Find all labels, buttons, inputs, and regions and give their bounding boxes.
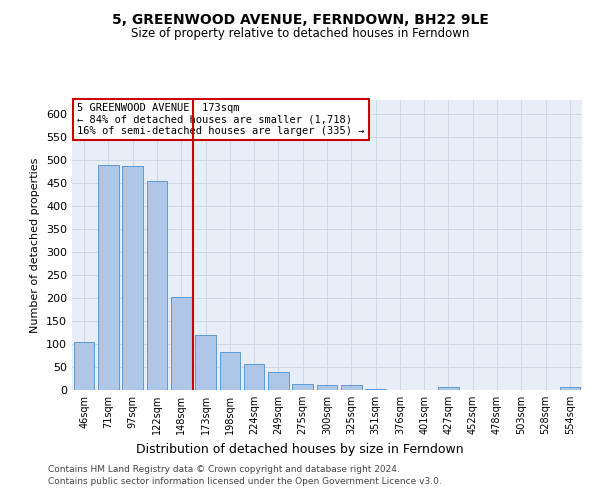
Bar xyxy=(292,384,313,390)
Text: Size of property relative to detached houses in Ferndown: Size of property relative to detached ho… xyxy=(131,28,469,40)
Bar xyxy=(560,387,580,390)
Bar xyxy=(171,296,191,390)
Y-axis label: Number of detached properties: Number of detached properties xyxy=(31,158,40,332)
Bar xyxy=(122,166,143,390)
Bar xyxy=(146,182,167,390)
Bar xyxy=(317,386,337,390)
Text: Distribution of detached houses by size in Ferndown: Distribution of detached houses by size … xyxy=(136,442,464,456)
Bar xyxy=(341,386,362,390)
Text: 5, GREENWOOD AVENUE, FERNDOWN, BH22 9LE: 5, GREENWOOD AVENUE, FERNDOWN, BH22 9LE xyxy=(112,12,488,26)
Text: 5 GREENWOOD AVENUE: 173sqm
← 84% of detached houses are smaller (1,718)
16% of s: 5 GREENWOOD AVENUE: 173sqm ← 84% of deta… xyxy=(77,103,365,136)
Bar xyxy=(244,364,265,390)
Text: Contains HM Land Registry data © Crown copyright and database right 2024.: Contains HM Land Registry data © Crown c… xyxy=(48,466,400,474)
Bar xyxy=(365,389,386,390)
Bar xyxy=(195,335,216,390)
Bar xyxy=(74,342,94,390)
Bar xyxy=(98,166,119,390)
Bar xyxy=(438,387,459,390)
Bar xyxy=(220,352,240,390)
Bar xyxy=(268,372,289,390)
Text: Contains public sector information licensed under the Open Government Licence v3: Contains public sector information licen… xyxy=(48,477,442,486)
